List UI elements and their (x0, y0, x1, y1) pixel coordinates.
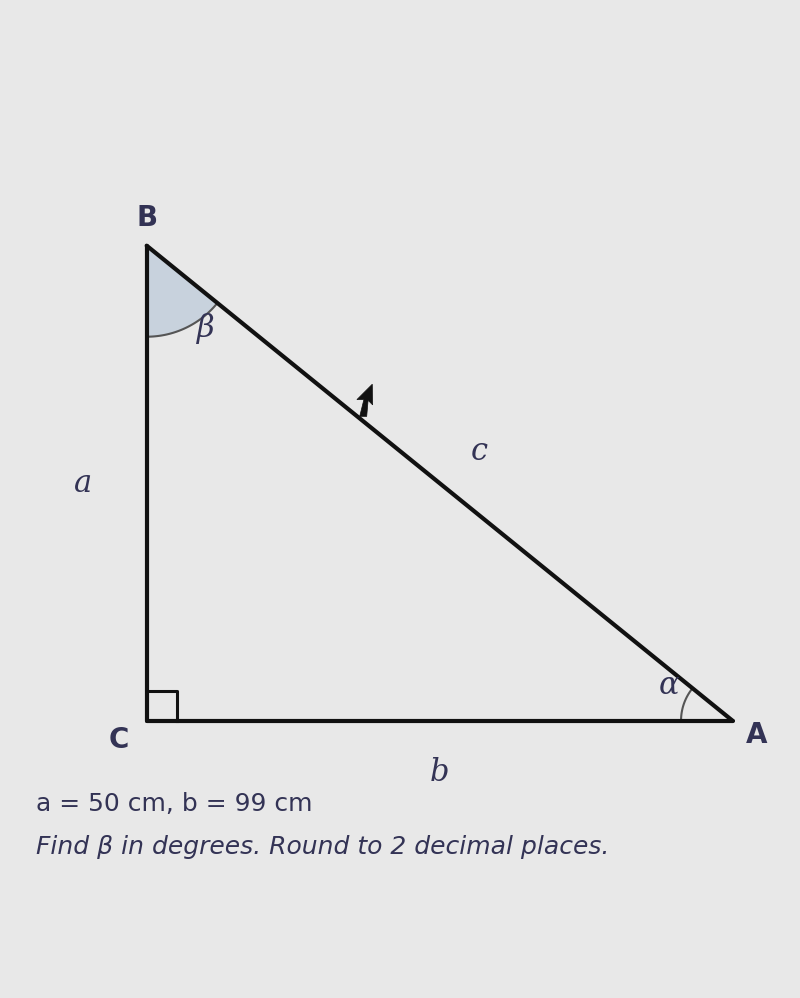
Text: a: a (74, 468, 92, 499)
Text: b: b (430, 756, 450, 787)
Text: c: c (470, 436, 488, 467)
Text: β: β (198, 313, 215, 344)
Text: A: A (746, 721, 767, 748)
Text: Find β in degrees. Round to 2 decimal places.: Find β in degrees. Round to 2 decimal pl… (36, 835, 610, 859)
Polygon shape (146, 246, 218, 336)
Text: a = 50 cm, b = 99 cm: a = 50 cm, b = 99 cm (36, 791, 312, 815)
Text: α: α (659, 670, 679, 701)
Text: C: C (109, 727, 129, 754)
Text: B: B (136, 204, 158, 232)
Polygon shape (357, 384, 373, 416)
